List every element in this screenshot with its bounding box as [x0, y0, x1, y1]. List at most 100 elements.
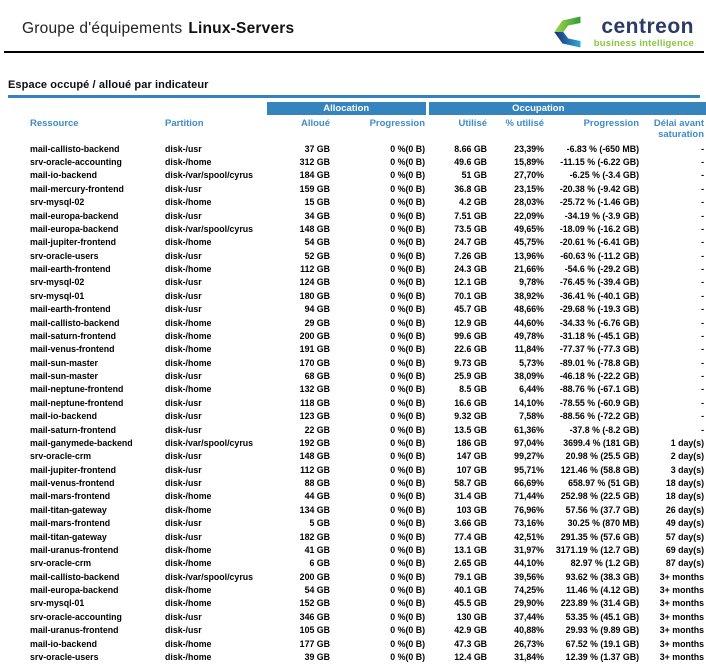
logo-brand: centreon [601, 14, 694, 38]
cell-partition: disk-/var/spool/cyrus [165, 437, 254, 448]
cell-occupation-progression: 67.52 % (19.1 GB) [565, 638, 640, 649]
cell-ressource: mail-uranus-frontend [30, 544, 119, 555]
cell-alloue: 191 GB [299, 344, 330, 355]
column-header-pct-utilise: % utilisé [505, 118, 545, 129]
cell-occupation-progression: 11.46 % (4.12 GB) [566, 585, 640, 596]
cell-alloue: 152 GB [299, 598, 330, 609]
cell-ressource: srv-oracle-users [30, 250, 99, 261]
table-row: mail-sun-master disk-/home 170 GB 0 %(0 B) 9… [8, 356, 706, 369]
cell-occupation-progression: -34.33 % (-6.76 GB) [559, 317, 640, 328]
cell-partition: disk-/usr [165, 424, 202, 435]
table-row: srv-oracle-crm disk-/usr 148 GB 0 %(0 B) 147… [8, 450, 706, 463]
cell-utilise: 45.5 GB [454, 598, 488, 609]
cell-utilise: 58.7 GB [454, 478, 488, 489]
cell-ressource: mail-europa-backend [30, 223, 119, 234]
cell-allocation-progression: 0 %(0 B) [390, 504, 426, 515]
cell-delai-saturation: - [701, 304, 705, 315]
cell-occupation-progression: -6.83 % (-650 MB) [566, 143, 640, 154]
column-header-row: Ressource Partition Alloué Progression U… [8, 115, 706, 142]
column-header-delai-saturation: Délai avant saturation [653, 118, 705, 140]
cell-occupation-progression: -34.19 % (-3.9 GB) [564, 210, 640, 221]
cell-utilise: 7.51 GB [454, 210, 488, 221]
cell-ressource: mail-mars-frontend [30, 518, 111, 529]
cell-allocation-progression: 0 %(0 B) [390, 478, 426, 489]
indicator-table: Allocation Occupation Ressource Partitio… [8, 102, 706, 666]
cell-partition: disk-/usr [165, 277, 202, 288]
cell-partition: disk-/home [165, 504, 212, 515]
table-row: mail-titan-gateway disk-/usr 182 GB 0 %(0 B… [8, 530, 706, 543]
cell-occupation-progression: 223.89 % (31.4 GB) [560, 598, 640, 609]
cell-ressource: mail-neptune-frontend [30, 397, 124, 408]
cell-utilise: 186 GB [456, 437, 488, 448]
cell-occupation-progression: 291.35 % (57.6 GB) [560, 531, 640, 542]
cell-utilise: 107 GB [456, 464, 488, 475]
cell-allocation-progression: 0 %(0 B) [390, 411, 426, 422]
cell-ressource: mail-callisto-backend [30, 317, 120, 328]
cell-occupation-progression: 82.97 % (1.2 GB) [570, 558, 640, 569]
cell-pct-utilise: 27,70% [514, 170, 545, 181]
cell-partition: disk-/usr [165, 397, 202, 408]
group-header-spacer [8, 102, 267, 115]
cell-ressource: mail-venus-frontend [30, 344, 115, 355]
cell-utilise: 49.6 GB [454, 157, 488, 168]
cell-alloue: 148 GB [299, 451, 330, 462]
cell-delai-saturation: - [701, 264, 705, 275]
cell-allocation-progression: 0 %(0 B) [390, 611, 426, 622]
cell-allocation-progression: 0 %(0 B) [390, 371, 426, 382]
cell-utilise: 103 GB [456, 504, 488, 515]
cell-delai-saturation: - [701, 317, 705, 328]
cell-alloue: 39 GB [304, 651, 330, 662]
table-row: srv-oracle-crm disk-/home 6 GB 0 %(0 B) 2.65… [8, 557, 706, 570]
cell-occupation-progression: -20.61 % (-6.41 GB) [559, 237, 640, 248]
cell-utilise: 79.1 GB [454, 571, 488, 582]
cell-pct-utilise: 40,88% [514, 625, 545, 636]
table-row: mail-jupiter-frontend disk-/usr 112 GB 0 %(… [8, 463, 706, 476]
table-row: mail-earth-frontend disk-/home 112 GB 0 %(0… [8, 262, 706, 275]
cell-alloue: 34 GB [304, 210, 330, 221]
cell-ressource: mail-saturn-frontend [30, 424, 117, 435]
cell-pct-utilise: 45,75% [514, 237, 545, 248]
cell-occupation-progression: -76.45 % (-39.4 GB) [559, 277, 640, 288]
cell-partition: disk-/home [165, 237, 212, 248]
cell-occupation-progression: 29.93 % (9.89 GB) [565, 625, 640, 636]
cell-delai-saturation: - [701, 183, 705, 194]
cell-occupation-progression: 3171.19 % (12.7 GB) [555, 544, 640, 555]
cell-alloue: 105 GB [299, 625, 330, 636]
cell-ressource: srv-mysql-01 [30, 598, 85, 609]
cell-pct-utilise: 23,39% [514, 143, 545, 154]
table-row: srv-oracle-accounting disk-/usr 346 GB 0 %(… [8, 610, 706, 623]
cell-pct-utilise: 11,84% [514, 344, 545, 355]
table-row: mail-callisto-backend disk-/var/spool/cyr… [8, 570, 706, 583]
column-header-utilise: Utilisé [458, 118, 488, 129]
table-row: srv-oracle-users disk-/home 39 GB 0 %(0 B) 1… [8, 650, 706, 663]
cell-allocation-progression: 0 %(0 B) [390, 451, 426, 462]
cell-occupation-progression: -11.15 % (-6.22 GB) [560, 157, 640, 168]
cell-ressource: mail-europa-backend [30, 585, 119, 596]
cell-allocation-progression: 0 %(0 B) [390, 344, 426, 355]
cell-alloue: 88 GB [304, 478, 330, 489]
cell-delai-saturation: 69 day(s) [665, 544, 705, 555]
cell-delai-saturation: - [701, 143, 705, 154]
cell-allocation-progression: 0 %(0 B) [390, 491, 426, 502]
cell-partition: disk-/usr [165, 464, 202, 475]
cell-ressource: srv-oracle-crm [30, 451, 92, 462]
cell-ressource: mail-titan-gateway [30, 531, 107, 542]
cell-utilise: 31.4 GB [454, 491, 488, 502]
cell-occupation-progression: -78.55 % (-60.9 GB) [559, 397, 640, 408]
cell-ressource: mail-jupiter-frontend [30, 237, 117, 248]
cell-utilise: 9.73 GB [454, 357, 488, 368]
cell-delai-saturation: - [701, 424, 705, 435]
cell-utilise: 7.26 GB [454, 250, 488, 261]
cell-partition: disk-/var/spool/cyrus [165, 170, 254, 181]
cell-alloue: 94 GB [304, 304, 330, 315]
cell-ressource: mail-titan-gateway [30, 504, 107, 515]
cell-allocation-progression: 0 %(0 B) [390, 585, 426, 596]
cell-pct-utilise: 23,15% [514, 183, 545, 194]
cell-alloue: 123 GB [299, 411, 330, 422]
cell-utilise: 12.9 GB [454, 317, 488, 328]
cell-ressource: mail-io-backend [30, 638, 97, 649]
cell-alloue: 312 GB [299, 157, 330, 168]
cell-allocation-progression: 0 %(0 B) [390, 397, 426, 408]
cell-occupation-progression: -20.38 % (-9.42 GB) [559, 183, 640, 194]
cell-pct-utilise: 39,56% [514, 571, 545, 582]
